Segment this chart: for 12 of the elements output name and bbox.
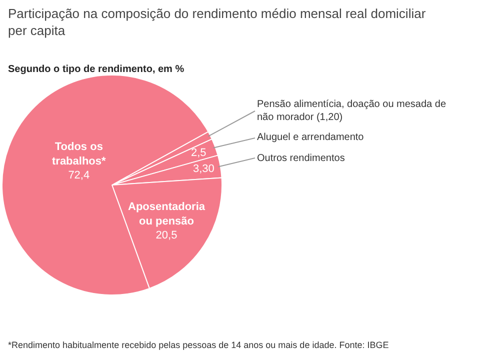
- slice-label: Todos os trabalhos*: [52, 141, 107, 168]
- slice-label: Pensão alimentícia, doação ou mesada de não morador (1,20): [257, 99, 446, 123]
- text: *Rendimento habitualmente recebido pelas pessoas de 14 anos ou mais de idade. Fonte: IBGE: [8, 340, 389, 350]
- chart-title: Participação na composição do rendimento médio mensal real domiciliar per capita: [8, 6, 426, 38]
- slice-label: Outros rendimentos: [257, 153, 345, 164]
- slice-label: Aluguel e arrendamento: [257, 132, 364, 143]
- data-label: 20,5: [156, 230, 178, 242]
- data-label: 3,30: [193, 163, 214, 175]
- slice-label: Aposentadoria ou pensão: [128, 201, 206, 228]
- data-label: 72,4: [68, 170, 90, 182]
- data-label: 2,5: [191, 147, 206, 159]
- chart-subtitle: Segundo o tipo de rendimento, em %: [8, 64, 184, 75]
